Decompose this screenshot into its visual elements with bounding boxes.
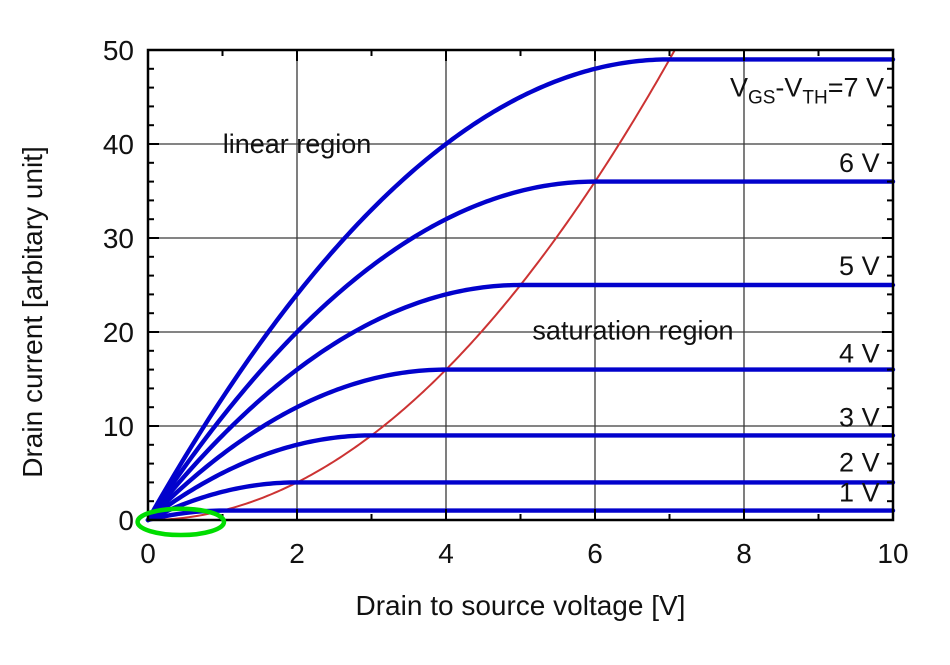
curve-label-5v: 5 V [839, 251, 880, 281]
saturation-boundary-curve [147, 49, 676, 521]
y-tick-label-10: 10 [103, 411, 134, 442]
x-tick-label-6: 6 [587, 538, 603, 569]
curve-label-2v: 2 V [839, 448, 880, 478]
x-tick-label-0: 0 [140, 538, 156, 569]
x-axis-title: Drain to source voltage [V] [356, 590, 686, 621]
x-tick-label-8: 8 [736, 538, 752, 569]
y-tick-label-50: 50 [103, 35, 134, 66]
gate-overdrive-label: VGS-VTH=7 V [730, 73, 884, 109]
curve-labels: 1 V2 V 3 V 4 V 5 V 6 V [839, 148, 880, 508]
plot-frame [146, 48, 895, 522]
gridlines [148, 50, 893, 520]
axis-tick-labels: 0 2 4 6 8 10 0 10 20 30 40 50 [103, 35, 909, 569]
origin-highlight-ellipse [135, 506, 227, 538]
gate-label-th-subscript: TH [802, 88, 827, 109]
curve-label-3v: 3 V [839, 403, 880, 433]
id-vds-curves [145, 57, 896, 523]
curve-label-1v: 1 V [839, 478, 880, 508]
x-tick-label-10: 10 [877, 538, 908, 569]
y-tick-label-0: 0 [118, 505, 134, 536]
x-tick-label-4: 4 [438, 538, 454, 569]
gate-label-minus-v: -V [775, 73, 802, 103]
curve-label-6v: 6 V [839, 148, 880, 178]
gate-label-equals-value: =7 V [828, 73, 884, 103]
gate-label-gs-subscript: GS [748, 88, 775, 109]
y-axis-title: Drain current [arbitary unit] [17, 146, 48, 477]
curve-label-4v: 4 V [839, 339, 880, 369]
y-tick-label-20: 20 [103, 317, 134, 348]
saturation-region-label: saturation region [532, 316, 733, 346]
x-tick-label-2: 2 [289, 538, 305, 569]
y-tick-label-30: 30 [103, 223, 134, 254]
linear-region-label: linear region [223, 129, 372, 159]
gate-label-v: V [730, 73, 748, 103]
y-tick-label-40: 40 [103, 129, 134, 160]
